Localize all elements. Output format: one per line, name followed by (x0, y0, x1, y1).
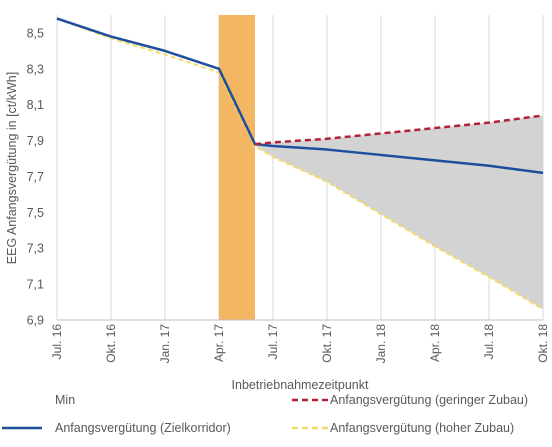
legend-label-3: Anfangsvergütung (hoher Zubau) (330, 421, 514, 435)
x-tick-label-7: Apr. 18 (428, 324, 442, 362)
series-lines (56, 17, 544, 311)
y-tick-label-4: 7,7 (27, 170, 44, 184)
x-tick-label-0: Jul. 16 (50, 324, 64, 360)
corridor-fill (255, 115, 543, 310)
y-tick-label-5: 7,9 (27, 134, 44, 148)
x-tick-label-6: Jan. 18 (374, 324, 388, 364)
x-tick-label-1: Okt. 16 (104, 324, 118, 363)
legend-label-0: Min (55, 393, 75, 407)
y-tick-label-2: 7,3 (27, 242, 44, 256)
series-line-0 (56, 17, 544, 175)
y-tick-labels: 6,9 7,1 7,3 7,5 7,7 7,9 8,1 8,3 8,5 (27, 26, 44, 327)
y-tick-label-1: 7,1 (27, 278, 44, 292)
highlight-band (219, 15, 255, 320)
legend-label-1: Anfangsvergütung (geringer Zubau) (330, 393, 528, 407)
x-tick-label-5: Okt. 17 (320, 324, 334, 363)
legend: Min Anfangsvergütung (geringer Zubau) Anfa… (2, 393, 528, 435)
y-tick-label-6: 8,1 (27, 98, 44, 112)
highlight-rect (219, 15, 255, 320)
x-axis-label: Inbetriebnahmezeitpunkt (232, 378, 369, 392)
x-tick-label-4: Jul. 17 (266, 324, 280, 360)
legend-label-2: Anfangsvergütung (Zielkorridor) (55, 421, 231, 435)
series-line-1 (254, 114, 544, 146)
y-tick-label-8: 8,5 (27, 26, 44, 40)
x-tick-label-9: Okt. 18 (536, 324, 550, 363)
y-tick-label-7: 8,3 (27, 62, 44, 76)
x-tick-label-2: Jan. 17 (158, 324, 172, 364)
series-line-2 (56, 17, 544, 311)
corridor-area (255, 115, 543, 310)
y-tick-label-0: 6,9 (27, 314, 44, 328)
y-tick-label-3: 7,5 (27, 206, 44, 220)
y-axis-label: EEG Anfangsvergütung in [ct/kWh] (5, 72, 19, 264)
x-tick-label-8: Jul. 18 (482, 324, 496, 360)
x-tick-labels: Jul. 16 Okt. 16 Jan. 17 Apr. 17 Jul. 17 Okt. … (50, 324, 550, 364)
x-tick-label-3: Apr. 17 (212, 324, 226, 362)
